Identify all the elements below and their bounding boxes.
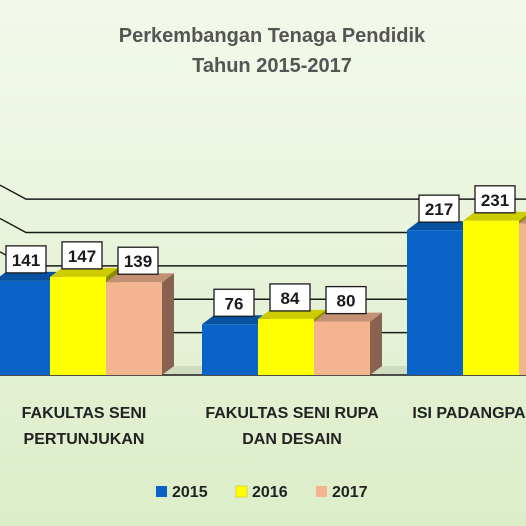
bar-2016-1: [258, 318, 314, 375]
data-label-box: [213, 288, 255, 317]
bar-2017-0: [106, 282, 162, 375]
data-label: 231: [481, 191, 509, 210]
bar-top: [407, 221, 475, 231]
data-label-box: [325, 285, 367, 315]
legend-label: 2017: [332, 484, 368, 501]
data-label-box: [269, 283, 311, 312]
data-label-box: [5, 245, 47, 274]
bar-2017-2: [519, 223, 526, 375]
bar-2016-2: [463, 220, 519, 375]
data-label: 76: [225, 294, 244, 313]
category-label: DAN DESAIN: [242, 431, 342, 448]
bar-top: [519, 218, 526, 224]
bar-2015-0: [0, 280, 50, 375]
data-label: 217: [425, 200, 453, 219]
data-label: 139: [124, 252, 152, 271]
category-label: FAKULTAS SENI: [22, 405, 147, 422]
chart-subtitle: Tahun 2015-2017: [192, 55, 352, 77]
gridline: [0, 217, 526, 234]
bar-2015-1: [202, 324, 258, 375]
bar-side: [162, 273, 174, 375]
bar-top: [106, 273, 174, 283]
gridline: [0, 184, 526, 200]
category-label: FAKULTAS SENI RUPA: [205, 405, 379, 422]
data-label: 84: [281, 289, 300, 308]
chart-title: Perkembangan Tenaga Pendidik: [119, 25, 426, 47]
legend-label: 2016: [252, 484, 288, 501]
category-label: PERTUNJUKAN: [24, 431, 145, 448]
legend-label: 2015: [172, 484, 208, 501]
bar-2015-2: [407, 230, 463, 375]
legend-swatch: [235, 485, 248, 498]
bar-top: [202, 315, 270, 325]
legend: 2015 2016 2017: [156, 484, 368, 501]
bar-top: [463, 211, 526, 221]
bar-side: [370, 312, 382, 375]
legend-swatch: [156, 486, 167, 497]
bar-top: [314, 312, 382, 322]
category-label: ISI PADANGPANJANG: [412, 405, 526, 422]
data-label: 80: [337, 292, 356, 311]
data-label-box: [61, 241, 103, 270]
bar-top: [258, 309, 326, 319]
data-label: 141: [12, 251, 40, 270]
data-label-box: [117, 246, 159, 275]
bar-top: [0, 271, 62, 281]
data-label-box: [474, 185, 516, 214]
bar-2017-1: [314, 321, 370, 375]
data-label-box: [418, 194, 460, 223]
legend-swatch: [316, 486, 327, 497]
bar-2016-0: [50, 276, 106, 375]
bar-top: [50, 267, 118, 277]
data-label: 147: [68, 247, 96, 266]
